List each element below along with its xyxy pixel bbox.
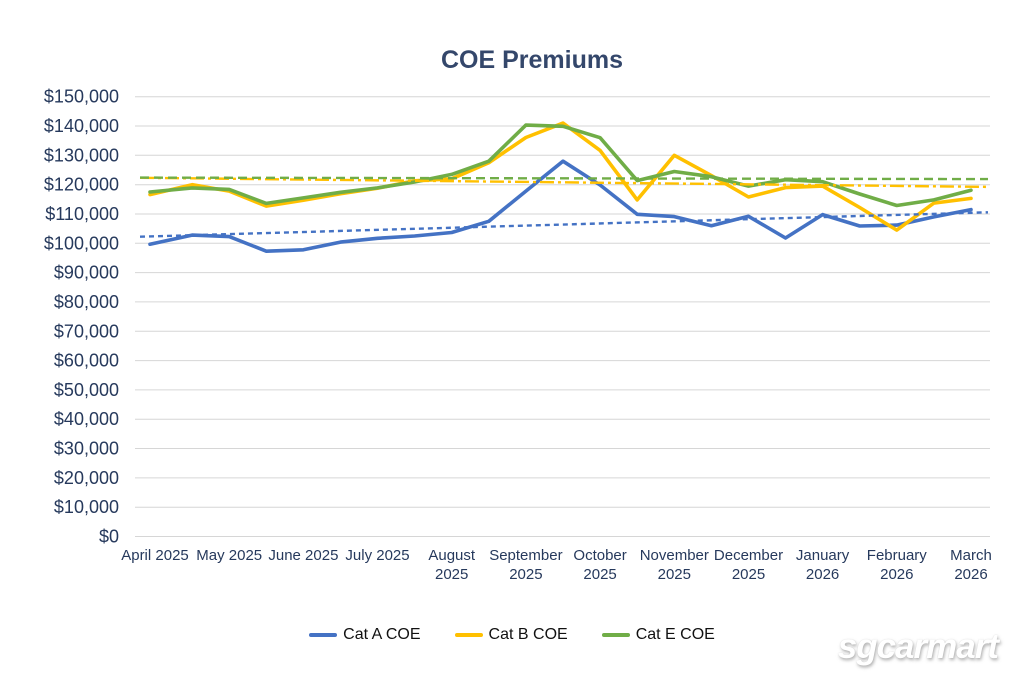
x-axis-month-label: October: [573, 547, 626, 564]
x-axis-month-label: March: [950, 547, 992, 564]
x-axis-month-label: February: [867, 547, 928, 564]
x-axis-month-label: April 2025: [121, 547, 189, 564]
chart-title: COE Premiums: [440, 46, 623, 74]
y-axis-tick-label: $140,000: [44, 116, 119, 136]
cat-b-coe-line: [148, 121, 973, 232]
x-axis-month-label: June 2025: [268, 547, 338, 564]
y-axis-tick-label: $10,000: [54, 497, 119, 517]
legend-label: Cat A COE: [343, 626, 421, 643]
y-axis-tick-label: $150,000: [44, 87, 119, 107]
x-axis-month-label: December: [714, 547, 783, 564]
x-axis-month-label: July 2025: [345, 547, 409, 564]
x-axis-month-label: August: [428, 547, 476, 564]
legend-item-cat-e-coe: Cat E COE: [601, 626, 715, 644]
legend-item-cat-b-coe: Cat B COE: [454, 626, 568, 644]
x-axis-year-label: 2026: [954, 566, 987, 583]
x-axis-month-label: January: [796, 547, 850, 564]
sgcarmart-logo: sgcarmart: [837, 627, 999, 666]
y-axis-tick-label: $80,000: [54, 292, 119, 312]
x-axis-month-label: September: [489, 547, 562, 564]
legend-label: Cat E COE: [635, 626, 715, 643]
x-axis-year-label: 2026: [880, 566, 913, 583]
y-axis-tick-label: $0: [99, 527, 119, 547]
legend-swatch: [601, 633, 630, 637]
x-axis-year-label: 2025: [732, 566, 765, 583]
legend-swatch: [309, 633, 338, 637]
y-axis-tick-label: $110,000: [45, 204, 119, 224]
x-axis-year-label: 2025: [435, 566, 468, 583]
y-axis-tick-label: $130,000: [44, 145, 119, 165]
x-axis-month-label: May 2025: [196, 547, 262, 564]
y-axis-tick-label: $100,000: [44, 233, 119, 253]
y-axis-tick-label: $40,000: [54, 409, 119, 429]
legend-label: Cat B COE: [488, 626, 568, 643]
y-axis-tick-label: $60,000: [54, 351, 119, 371]
x-axis-year-label: 2026: [806, 566, 839, 583]
legend-swatch: [454, 633, 483, 637]
cat-e-coe-trend: [139, 176, 989, 181]
y-axis-tick-label: $90,000: [54, 263, 119, 283]
y-axis-tick-label: $120,000: [44, 175, 119, 195]
y-axis-tick-label: $50,000: [54, 380, 119, 400]
x-axis-year-label: 2025: [583, 566, 616, 583]
legend: Cat A COE Cat B COE Cat E COE: [0, 621, 1024, 649]
cat-a-coe-line: [148, 159, 973, 253]
cat-a-coe-trend: [139, 211, 989, 238]
x-axis-year-label: 2025: [658, 566, 691, 583]
legend-item-cat-a-coe: Cat A COE: [309, 626, 421, 644]
y-axis-tick-label: $20,000: [54, 468, 119, 488]
y-axis-tick-label: $70,000: [54, 321, 119, 341]
y-axis-tick-label: $30,000: [54, 439, 119, 459]
x-axis-month-label: November: [640, 547, 709, 564]
x-axis-year-label: 2025: [509, 566, 542, 583]
cat-b-coe-trend: [139, 176, 989, 189]
